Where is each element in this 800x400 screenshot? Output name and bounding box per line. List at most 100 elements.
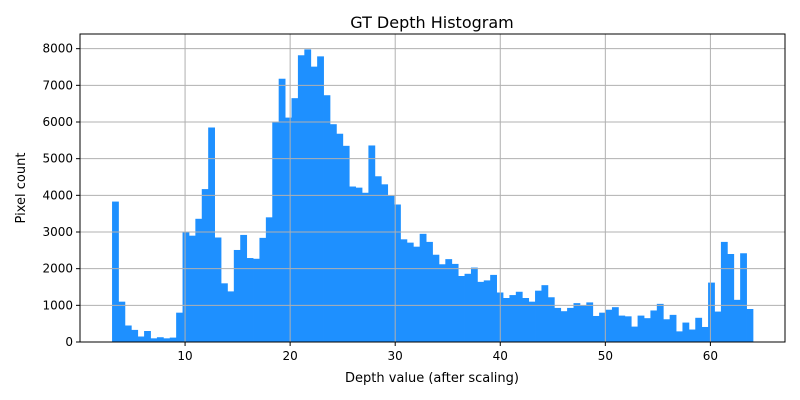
histogram-bar bbox=[688, 329, 696, 342]
chart-title: GT Depth Histogram bbox=[350, 13, 514, 32]
histogram-bar bbox=[355, 187, 363, 342]
y-tick-label: 0 bbox=[65, 335, 73, 349]
histogram-bar bbox=[394, 204, 401, 342]
histogram-bar bbox=[329, 124, 337, 342]
histogram-bar bbox=[470, 267, 478, 342]
histogram-bar bbox=[586, 302, 594, 342]
y-tick-label: 7000 bbox=[42, 78, 73, 92]
histogram-bar bbox=[150, 338, 158, 342]
histogram-bar bbox=[464, 273, 472, 342]
histogram-bar bbox=[599, 312, 606, 342]
histogram-bar bbox=[406, 242, 414, 342]
histogram-bar bbox=[631, 326, 638, 342]
y-axis-ticks: 0 1000 2000 3000 4000 5000 6000 7000 8000 bbox=[42, 42, 80, 349]
histogram-bar bbox=[451, 263, 459, 342]
histogram-bar bbox=[285, 117, 292, 342]
histogram-bar bbox=[733, 299, 741, 342]
histogram-bar bbox=[592, 315, 600, 342]
histogram-bar bbox=[118, 301, 126, 342]
y-tick-label: 3000 bbox=[42, 225, 73, 239]
histogram-bar bbox=[528, 301, 536, 342]
histogram-bar bbox=[323, 95, 331, 342]
histogram-bar bbox=[656, 303, 664, 342]
y-tick-label: 5000 bbox=[42, 152, 73, 166]
x-tick-label: 60 bbox=[703, 349, 718, 363]
histogram-bar bbox=[124, 325, 132, 342]
histogram-bar bbox=[195, 218, 203, 342]
histogram-bar bbox=[515, 291, 523, 342]
histogram-bar bbox=[554, 307, 562, 342]
y-tick-label: 4000 bbox=[42, 188, 73, 202]
y-axis-label: Pixel count bbox=[14, 153, 29, 224]
histogram-bar bbox=[336, 133, 344, 342]
histogram-bar bbox=[547, 297, 555, 342]
histogram-bar bbox=[701, 326, 709, 342]
histogram-bar bbox=[714, 311, 722, 342]
histogram-bar bbox=[214, 237, 222, 342]
y-tick-label: 1000 bbox=[42, 298, 73, 312]
histogram-bar bbox=[560, 311, 568, 342]
histogram-bar bbox=[278, 78, 286, 342]
histogram-bar bbox=[522, 298, 530, 342]
histogram-bar bbox=[637, 315, 645, 342]
histogram-bar bbox=[265, 217, 273, 342]
x-tick-label: 40 bbox=[493, 349, 508, 363]
plot-frame bbox=[79, 33, 786, 343]
histogram-bar bbox=[131, 329, 139, 342]
histogram-bar bbox=[201, 189, 209, 342]
histogram-bar bbox=[720, 241, 728, 342]
histogram-bar bbox=[291, 98, 299, 342]
histogram-bar bbox=[381, 184, 389, 342]
histogram-bar bbox=[426, 241, 433, 342]
histogram-bar bbox=[176, 312, 183, 342]
histogram-bar bbox=[490, 274, 497, 342]
histogram-bar bbox=[611, 307, 619, 342]
histogram-bar bbox=[317, 56, 324, 343]
histogram-bar bbox=[503, 298, 510, 342]
x-tick-label: 10 bbox=[177, 349, 192, 363]
histogram-bar bbox=[137, 336, 145, 342]
histogram-bar bbox=[445, 259, 453, 342]
histogram-bar bbox=[458, 276, 465, 342]
y-tick-label: 6000 bbox=[42, 115, 73, 129]
histogram-bar bbox=[163, 338, 171, 342]
histogram-bar bbox=[676, 331, 683, 342]
x-tick-label: 50 bbox=[598, 349, 613, 363]
histogram-bar bbox=[579, 305, 587, 342]
histogram-bar bbox=[605, 309, 613, 342]
histogram-bar bbox=[650, 310, 658, 342]
histogram-bar bbox=[438, 264, 446, 342]
histogram-bar bbox=[240, 234, 248, 342]
histogram-bar bbox=[227, 291, 235, 342]
histogram-bar bbox=[669, 314, 677, 342]
histogram-bar bbox=[727, 254, 735, 342]
histogram-bar bbox=[112, 201, 119, 342]
histogram-bar bbox=[413, 246, 421, 342]
x-axis-label: Depth value (after scaling) bbox=[345, 371, 519, 386]
histogram-bar bbox=[483, 280, 491, 342]
x-axis-ticks: 10 20 30 40 50 60 bbox=[177, 342, 718, 363]
histogram-bar bbox=[541, 285, 549, 342]
histogram-bar bbox=[342, 145, 350, 342]
histogram-bar bbox=[746, 309, 754, 342]
histogram-bar bbox=[509, 295, 517, 342]
histogram-bar bbox=[188, 235, 196, 342]
histogram-bar bbox=[535, 290, 542, 342]
histogram-bar bbox=[233, 249, 241, 342]
histogram-bar bbox=[618, 315, 626, 342]
histogram-bar bbox=[156, 337, 164, 342]
histogram-bar bbox=[624, 316, 632, 342]
histogram-bar bbox=[297, 55, 305, 343]
y-tick-label: 2000 bbox=[42, 262, 73, 276]
histogram-bar bbox=[419, 233, 427, 342]
histogram-bar bbox=[400, 239, 408, 342]
histogram-bar bbox=[362, 192, 369, 342]
histogram-bar bbox=[695, 317, 703, 342]
histogram-bar bbox=[368, 145, 376, 342]
histogram-bar bbox=[477, 281, 485, 342]
histogram-bar bbox=[349, 186, 356, 342]
histogram-bar bbox=[374, 176, 382, 342]
histogram-bar bbox=[567, 307, 574, 342]
histogram-bar bbox=[144, 331, 151, 342]
